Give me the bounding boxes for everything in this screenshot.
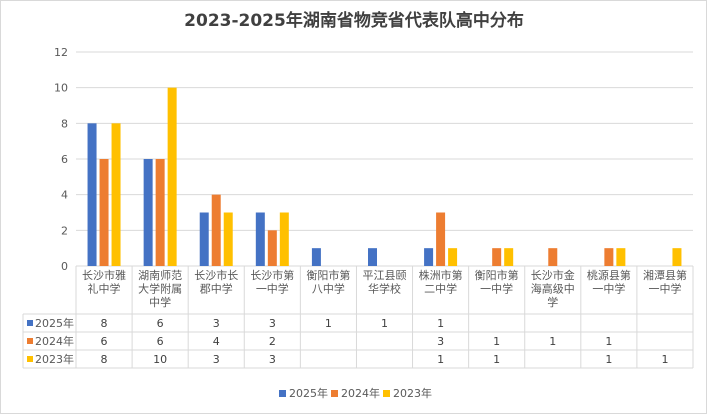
bar-2023年-0[interactable] [111,123,121,266]
category-label: 礼中学 [88,282,121,296]
table-series-swatch [27,356,33,362]
category-label: 华学校 [368,282,401,296]
category-label: 中学 [149,295,171,309]
table-value: 1 [381,317,388,330]
category-label: 平江县颐 [363,269,407,282]
table-value: 8 [101,317,108,330]
data-table: 长沙市雅礼中学湖南师范大学附属中学长沙市长郡中学长沙市第一中学衡阳市第八中学平江… [22,266,694,369]
legend-label[interactable]: 2023年 [393,386,432,400]
y-tick-label: 10 [54,82,68,95]
table-value: 1 [493,353,500,366]
bar-2024年-1[interactable] [155,159,165,266]
category-label: 长沙市第 [250,268,294,282]
legend-swatch [279,390,286,397]
bar-2025年-6[interactable] [424,248,434,266]
legend-label[interactable]: 2025年 [289,386,328,400]
table-value: 6 [157,335,164,348]
category-label: 株洲市第 [419,268,463,282]
category-label: 郡中学 [200,282,233,296]
table-value: 1 [437,353,444,366]
bar-2023年-3[interactable] [279,212,289,267]
y-tick-label: 12 [54,46,68,59]
bar-2025年-3[interactable] [255,212,265,267]
bar-2024年-9[interactable] [604,248,614,266]
bar-2024年-3[interactable] [267,230,277,266]
y-tick-label: 4 [61,189,68,202]
table-value: 4 [213,335,220,348]
legend: 2025年 2024年 2023年 [279,386,432,400]
bar-2023年-2[interactable] [223,212,233,267]
table-value: 1 [661,353,668,366]
table-value: 1 [325,317,332,330]
table-value: 6 [157,317,164,330]
legend-swatch [383,390,390,397]
table-value: 6 [101,335,108,348]
table-series-swatch [27,320,33,326]
y-tick-label: 8 [61,117,68,130]
category-label: 湘潭县第 [643,268,687,282]
category-label: 长沙市长 [194,268,238,282]
table-value: 1 [493,335,500,348]
category-label: 一中学 [480,282,513,296]
bars [87,87,682,267]
bar-2023年-1[interactable] [167,87,177,267]
bar-2024年-0[interactable] [99,159,109,266]
y-tick-label: 0 [61,260,68,273]
bar-2025年-1[interactable] [143,159,153,266]
table-value: 2 [269,335,276,348]
category-label: 衡阳市第 [475,268,519,282]
y-tick-label: 2 [61,224,68,237]
table-series-name: 2023年 [35,352,74,366]
table-series-name: 2024年 [35,334,74,348]
bar-2023年-10[interactable] [672,248,682,266]
bar-2023年-6[interactable] [448,248,458,266]
bar-2023年-9[interactable] [616,248,626,266]
category-label: 湖南师范 [138,268,182,282]
legend-swatch [331,390,338,397]
category-label: 八中学 [312,282,345,296]
chart-title: 2023-2025年湖南省物竞省代表队高中分布 [184,10,524,31]
table-series-name: 2025年 [35,316,74,330]
table-series-swatch [27,338,33,344]
bar-2023年-7[interactable] [504,248,514,266]
category-label: 一中学 [592,282,625,296]
bar-2024年-7[interactable] [492,248,502,266]
bar-2024年-8[interactable] [548,248,558,266]
table-value: 3 [269,353,276,366]
bar-2025年-2[interactable] [199,212,209,267]
bar-2025年-4[interactable] [311,248,321,266]
table-value: 3 [437,335,444,348]
category-label: 一中学 [256,282,289,296]
bar-2024年-6[interactable] [436,212,446,267]
gridlines [76,51,693,267]
table-value: 3 [269,317,276,330]
category-label: 大学附属 [138,282,182,296]
table-value: 1 [437,317,444,330]
category-label: 二中学 [424,282,457,296]
category-label: 学 [547,295,558,309]
table-value: 1 [549,335,556,348]
bar-2025年-5[interactable] [368,248,377,266]
category-label: 海高级中 [531,282,575,296]
table-value: 1 [605,335,612,348]
bar-2025年-0[interactable] [87,123,97,266]
y-tick-label: 6 [61,153,68,166]
category-label: 长沙市雅 [82,268,126,282]
axes: 0 2 4 6 8 10 12 [54,46,68,273]
category-label: 长沙市金 [531,268,575,282]
table-value: 3 [213,317,220,330]
category-label: 一中学 [648,282,681,296]
table-value: 8 [101,353,108,366]
category-label: 衡阳市第 [306,268,350,282]
table-value: 1 [605,353,612,366]
table-value: 10 [153,353,167,366]
legend-label[interactable]: 2024年 [341,386,380,400]
category-label: 桃源县第 [587,268,631,282]
bar-2024年-2[interactable] [211,194,221,266]
table-value: 3 [213,353,220,366]
